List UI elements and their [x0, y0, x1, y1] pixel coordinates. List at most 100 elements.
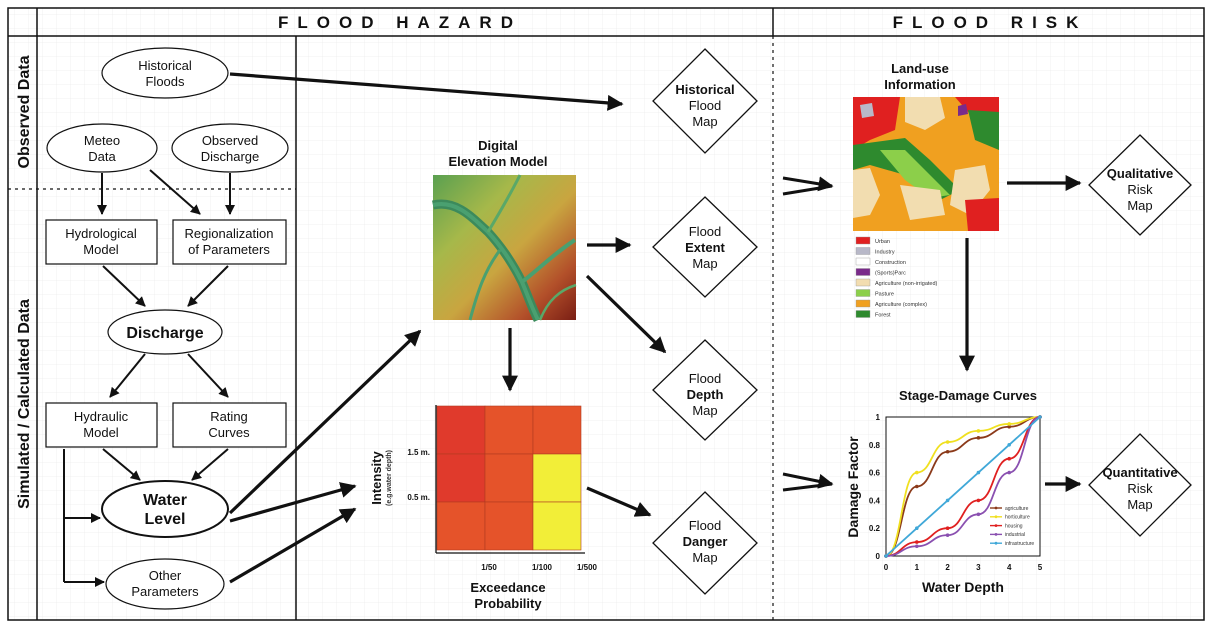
matrix-y-tick-2: 0.5 m.: [407, 493, 430, 502]
header-flood-risk: FLOOD RISK: [893, 13, 1088, 32]
dem-title-1: Digital: [478, 138, 518, 153]
matrix-x-tick-3: 1/500: [577, 563, 598, 572]
matrix-cell: [436, 405, 486, 455]
matrix-x-tick-2: 1/100: [532, 563, 553, 572]
series-point-horticulture: [915, 470, 919, 475]
frame: [7, 7, 1205, 621]
chart-y-tick: 1: [876, 413, 881, 422]
series-point-housing: [945, 526, 950, 530]
legend-label: Urban: [875, 239, 890, 245]
series-point-infrastructure: [915, 526, 919, 530]
extent-map-mid: Extent: [685, 240, 725, 255]
series-point-housing: [976, 498, 981, 503]
danger-map-top: Flood: [689, 518, 722, 533]
diamond-flood-danger-map: [652, 491, 758, 595]
double-arrows: [782, 176, 834, 492]
legend-swatch: [855, 299, 871, 308]
label-rating-curves-1: Rating: [210, 409, 248, 424]
legend-label: Industry: [875, 250, 895, 256]
quantitative-map-bot: Map: [1127, 497, 1152, 512]
legend-swatch: [855, 289, 871, 297]
legend-swatch: [855, 278, 871, 287]
series-point-infrastructure: [1038, 415, 1042, 419]
legend-label: Construction: [875, 260, 906, 266]
series-point-agriculture: [976, 436, 981, 440]
series-point-agriculture: [945, 449, 950, 454]
label-historical-floods-1: Historical: [138, 58, 192, 73]
extent-map-top: Flood: [689, 224, 722, 239]
matrix-cell: [436, 501, 486, 551]
side-label-observed: Observed Data: [16, 55, 33, 168]
legend-swatch: [855, 310, 871, 318]
label-other-parameters-2: Parameters: [131, 584, 199, 599]
matrix-x-title-1: Exceedance: [470, 580, 545, 595]
chart-legend-marker: [994, 541, 998, 545]
label-water-level-2: Level: [145, 511, 186, 528]
label-hydraulic-model-1: Hydraulic: [74, 409, 129, 424]
series-point-horticulture: [1007, 422, 1011, 426]
qualitative-map-mid: Risk: [1127, 182, 1153, 197]
series-point-industrial: [976, 512, 981, 517]
label-discharge: Discharge: [126, 325, 203, 342]
depth-map-mid: Depth: [687, 387, 724, 402]
diamond-flood-depth-map: [652, 339, 758, 441]
node-historical-floods: [101, 47, 229, 99]
landuse-title-1: Land-use: [891, 61, 949, 76]
label-other-parameters-1: Other: [149, 568, 182, 583]
legend-label: Forest: [875, 313, 891, 319]
series-point-industrial: [945, 533, 950, 537]
side-label-simulated: Simulated / Calculated Data: [16, 299, 33, 509]
danger-map-mid: Danger: [683, 534, 728, 549]
qualitative-map-top: Qualitative: [1107, 166, 1173, 181]
chart-x-tick: 0: [884, 563, 889, 572]
landuse-map: [853, 97, 999, 231]
series-point-infrastructure: [1007, 443, 1011, 447]
legend-swatch: [855, 257, 871, 266]
depth-map-bot: Map: [692, 403, 717, 418]
label-meteo-data-2: Data: [88, 149, 116, 164]
chart-title: Stage-Damage Curves: [899, 388, 1037, 403]
chart-xlabel: Water Depth: [922, 579, 1004, 595]
matrix-axes: [435, 405, 585, 554]
chart-legend-marker: [994, 506, 998, 510]
label-regionalization-2: of Parameters: [188, 242, 270, 257]
series-point-horticulture: [976, 429, 981, 433]
series-point-industrial: [915, 544, 919, 549]
matrix-cell: [484, 501, 534, 551]
depth-map-top: Flood: [689, 371, 722, 386]
series-point-infrastructure: [945, 498, 950, 503]
series-point-agriculture: [915, 484, 919, 489]
quantitative-map-top: Quantitative: [1102, 465, 1177, 480]
label-rating-curves-2: Curves: [208, 425, 250, 440]
label-hydrological-model-2: Model: [83, 242, 119, 257]
label-meteo-data-1: Meteo: [84, 133, 120, 148]
chart-x-tick: 3: [976, 563, 981, 572]
node-meteo-data: [46, 123, 158, 173]
legend-label: Agriculture (complex): [875, 302, 927, 308]
series-point-housing: [915, 540, 919, 544]
diamond-qualitative-risk-map: [1088, 134, 1192, 236]
diamond-flood-extent-map: [652, 196, 758, 298]
series-point-horticulture: [945, 440, 950, 444]
chart-legend-label: housing: [1005, 523, 1023, 529]
landuse-title-2: Information: [884, 77, 956, 92]
series-point-housing: [1007, 456, 1011, 461]
dem-title-2: Elevation Model: [449, 154, 548, 169]
matrix-y-tick-1: 1.5 m.: [407, 448, 430, 457]
legend-label: Pasture: [875, 292, 894, 298]
header-flood-hazard: FLOOD HAZARD: [278, 13, 522, 32]
chart-y-tick: 0.8: [869, 441, 881, 450]
chart-legend-marker: [994, 515, 998, 519]
chart-y-tick: 0.6: [869, 469, 881, 478]
series-point-infrastructure: [976, 470, 981, 475]
left-arrows: [64, 169, 235, 587]
chart-legend-label: agriculture: [1005, 506, 1029, 512]
chart-legend-label: industrial: [1005, 532, 1025, 538]
historical-map-mid: Flood: [689, 98, 722, 113]
quantitative-map-mid: Risk: [1127, 481, 1153, 496]
series-point-industrial: [1007, 470, 1011, 475]
matrix-cell: [436, 453, 486, 503]
node-observed-discharge: [171, 123, 289, 173]
chart-ylabel: Damage Factor: [845, 436, 861, 538]
